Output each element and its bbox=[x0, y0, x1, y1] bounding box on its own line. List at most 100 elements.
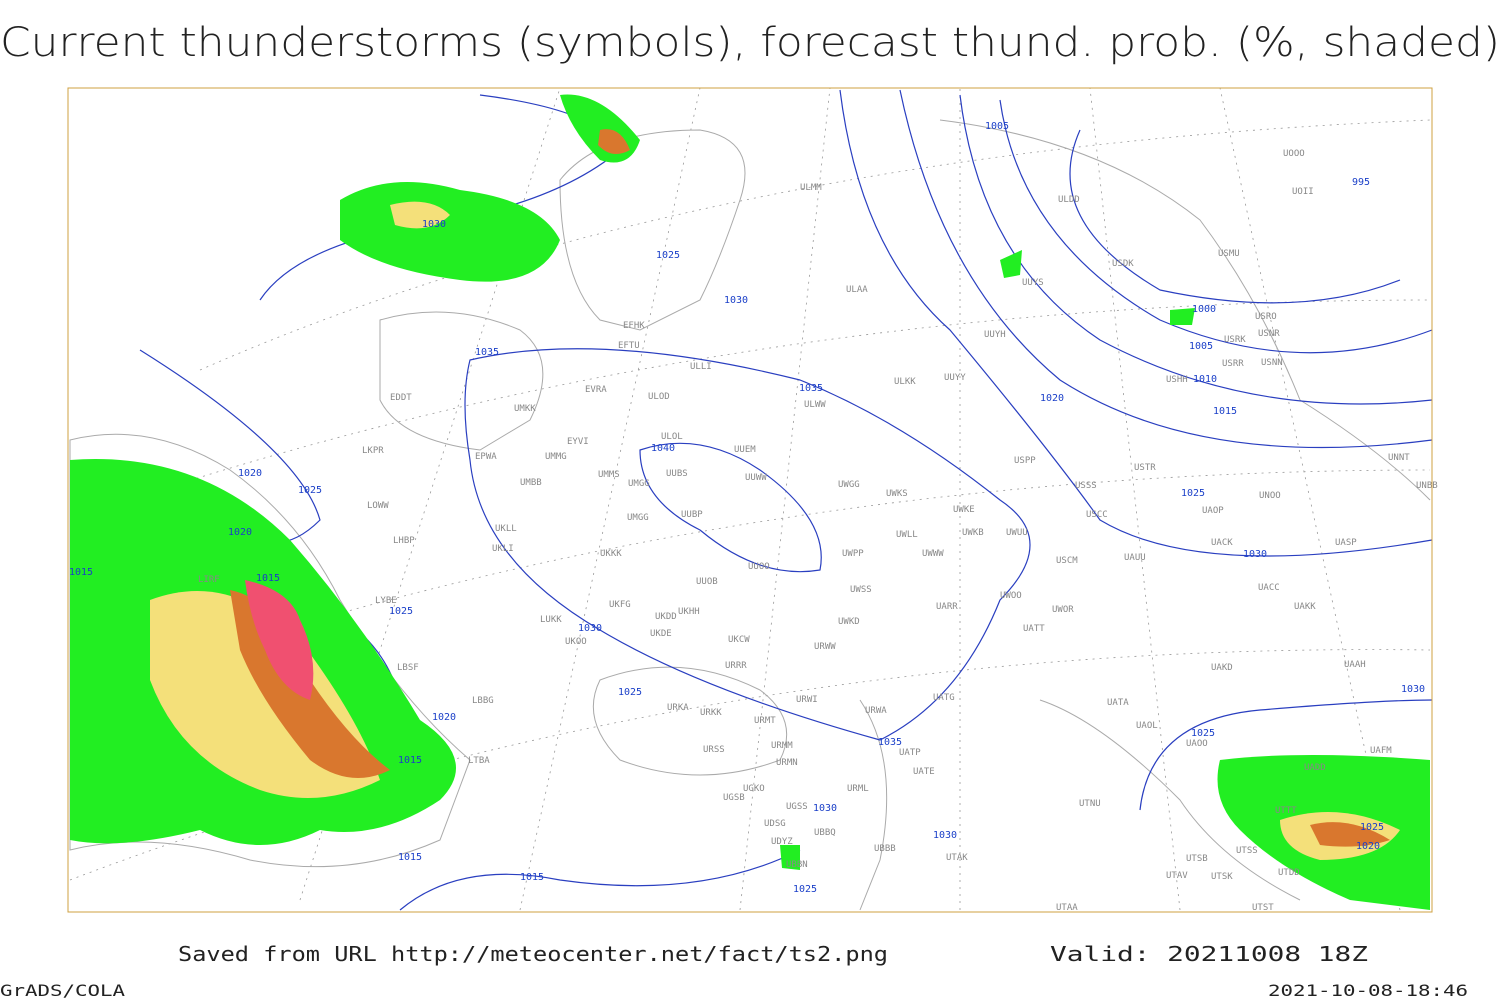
station-label: UOII bbox=[1292, 187, 1314, 197]
isobar-label: 1005 bbox=[1189, 341, 1213, 352]
station-label: USHH bbox=[1166, 375, 1188, 385]
station-label: ULKK bbox=[894, 377, 916, 387]
station-label: UMGG bbox=[627, 513, 649, 523]
station-label: UNBB bbox=[1416, 481, 1438, 491]
station-label: UWKS bbox=[886, 489, 908, 499]
station-label: UKDE bbox=[650, 629, 672, 639]
station-label: ULOL bbox=[661, 432, 683, 442]
station-label: UAKD bbox=[1211, 663, 1233, 673]
station-label: URRR bbox=[725, 661, 747, 671]
isobar-label: 1015 bbox=[1213, 406, 1237, 417]
station-label: LBBG bbox=[472, 696, 494, 706]
isobar-label: 1020 bbox=[238, 468, 262, 479]
station-label: UARR bbox=[936, 602, 958, 612]
isobar-label: 1015 bbox=[69, 567, 93, 578]
station-label: UKCW bbox=[728, 635, 750, 645]
isobar-labels: 1005 995 1030 1025 1030 1035 1035 1040 1020 1025 1… bbox=[69, 121, 1425, 895]
station-label: USPP bbox=[1014, 456, 1036, 466]
station-label: UASP bbox=[1335, 538, 1357, 548]
timestamp: 2021-10-08-18:46 bbox=[1268, 981, 1468, 1000]
station-label: UTAA bbox=[1056, 903, 1078, 913]
station-label: URKK bbox=[700, 708, 722, 718]
station-label: UAKK bbox=[1294, 602, 1316, 612]
station-label: URWA bbox=[865, 706, 887, 716]
station-label: UGSB bbox=[723, 793, 745, 803]
station-label: USCM bbox=[1056, 556, 1078, 566]
title: Current thunderstorms (symbols), forecas… bbox=[0, 20, 1500, 66]
station-label: UKFG bbox=[609, 600, 631, 610]
station-label: URMT bbox=[754, 716, 776, 726]
isobar-label: 1030 bbox=[933, 830, 957, 841]
isobar-label: 1000 bbox=[1192, 304, 1216, 315]
station-label: UWKB bbox=[962, 528, 984, 538]
station-label: LHBP bbox=[393, 536, 415, 546]
station-label: UWUU bbox=[1006, 528, 1028, 538]
isobar-label: 1025 bbox=[656, 250, 680, 261]
coastlines bbox=[69, 119, 1431, 911]
station-label: UTSK bbox=[1211, 872, 1233, 882]
station-label: LOWW bbox=[367, 501, 389, 511]
isobar-label: 995 bbox=[1352, 177, 1370, 188]
station-label: EFHK bbox=[623, 321, 645, 331]
station-label: UWKE bbox=[953, 505, 975, 515]
station-label: URMN bbox=[776, 758, 798, 768]
graticule bbox=[69, 87, 1431, 911]
isobar-label: 1030 bbox=[1401, 684, 1425, 695]
isobar-label: 1020 bbox=[1040, 393, 1064, 404]
station-label: EYVI bbox=[567, 437, 589, 447]
station-label: UBBQ bbox=[814, 828, 836, 838]
station-label: LKPR bbox=[362, 446, 384, 456]
station-label: UUYH bbox=[984, 330, 1006, 340]
station-label: UUYY bbox=[944, 373, 966, 383]
isobar-label: 1030 bbox=[813, 803, 837, 814]
isobar-label: 1025 bbox=[793, 884, 817, 895]
station-label: UWOR bbox=[1052, 605, 1074, 615]
station-label: UACK bbox=[1211, 538, 1233, 548]
isobar-label: 1035 bbox=[878, 737, 902, 748]
isobar-label: 1040 bbox=[651, 443, 675, 454]
isobar-label: 1025 bbox=[1191, 728, 1215, 739]
station-label: EPWA bbox=[475, 452, 497, 462]
station-label: UBBB bbox=[874, 844, 896, 854]
station-label: UAOL bbox=[1136, 721, 1158, 731]
station-label: UTAV bbox=[1166, 871, 1188, 881]
station-label: UMGG bbox=[628, 479, 650, 489]
station-label: UWSS bbox=[850, 585, 872, 595]
station-label: UKHH bbox=[678, 607, 700, 617]
station-label: UATP bbox=[899, 748, 921, 758]
station-label: EDDT bbox=[390, 393, 412, 403]
station-label: UTNU bbox=[1079, 799, 1101, 809]
station-label: UTAK bbox=[946, 853, 968, 863]
station-label: USRO bbox=[1255, 312, 1277, 322]
station-label: URKA bbox=[667, 703, 689, 713]
station-label: UWKD bbox=[838, 617, 860, 627]
station-label: UNOO bbox=[1259, 491, 1281, 501]
station-label: ULAA bbox=[846, 285, 868, 295]
station-label: UWOO bbox=[1000, 591, 1022, 601]
isobar-label: 1015 bbox=[398, 852, 422, 863]
station-label: LYBE bbox=[375, 596, 397, 606]
station-label: URML bbox=[847, 784, 869, 794]
station-label: USRR bbox=[1222, 359, 1244, 369]
station-label: ULOD bbox=[648, 392, 670, 402]
isobar-label: 1025 bbox=[389, 606, 413, 617]
station-label: URMM bbox=[771, 741, 793, 751]
station-label: UATA bbox=[1107, 698, 1129, 708]
station-label: UAOP bbox=[1202, 506, 1224, 516]
station-label: USSS bbox=[1075, 481, 1097, 491]
station-label: UKKK bbox=[600, 549, 622, 559]
station-label: USCC bbox=[1086, 510, 1108, 520]
station-label: UACC bbox=[1258, 583, 1280, 593]
station-label: UTSB bbox=[1186, 854, 1208, 864]
station-label: UBBN bbox=[786, 860, 808, 870]
station-label: UWGG bbox=[838, 480, 860, 490]
map: ULMM ULAA EFHK EFTU ULLI EVRA ULOD EDDT UMKK ULWW… bbox=[67, 87, 1438, 913]
station-label: UUBS bbox=[666, 469, 688, 479]
station-label: UAAH bbox=[1344, 660, 1366, 670]
station-label: UNNT bbox=[1388, 453, 1410, 463]
isobar-label: 1035 bbox=[799, 383, 823, 394]
station-label: EVRA bbox=[585, 385, 607, 395]
station-label: UUOB bbox=[696, 577, 718, 587]
isobar-label: 1030 bbox=[422, 219, 446, 230]
